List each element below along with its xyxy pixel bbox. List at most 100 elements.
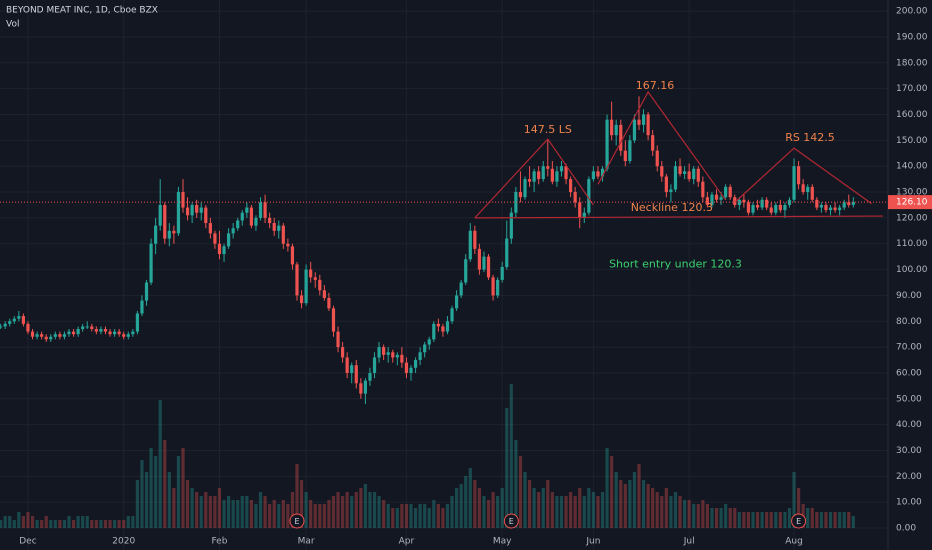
y-tick-label: 170.00 [896,84,928,94]
candle-body [377,347,381,358]
candle-body [35,334,39,337]
candle-body [195,204,199,213]
candle-body [828,207,833,211]
candle-body [587,179,591,213]
volume-bar [569,492,573,528]
volume-bar [455,488,459,528]
candle-body [295,264,299,296]
candle-body [742,199,746,203]
volume-bar [833,512,837,528]
volume-bar [655,492,659,528]
candle-body [477,248,481,270]
volume-bar [268,504,272,528]
volume-bar [496,496,500,528]
candle-body [386,352,390,355]
candle-body [423,344,427,353]
volume-bar [664,488,668,528]
candle-body [673,166,678,190]
candle-body [614,124,618,136]
candle-body [500,266,504,280]
candle-body [591,171,595,180]
y-tick-label: 190.00 [896,32,928,42]
volume-bar [819,512,823,528]
candle-body [144,282,149,301]
candle-body [797,166,801,185]
volume-bar [746,512,751,528]
volume-bar [163,440,167,528]
candle-body [651,135,655,151]
earnings-label: E [294,517,299,526]
candle-body [765,199,769,208]
candle-body [231,228,235,234]
candle-body [281,225,285,244]
candle-body [473,230,477,249]
candle-body [600,168,605,177]
candle-body [254,217,258,226]
candle-body [696,168,700,182]
candle-body [286,243,290,247]
volume-bar [828,512,833,528]
volume-bar [281,500,285,528]
y-tick-label: 60.00 [896,368,922,378]
volume-bar [619,480,623,528]
volume-bar [336,492,340,528]
volume-bar [58,520,62,528]
volume-bar [30,516,35,528]
y-tick-label: 120.00 [896,213,928,223]
candle-body [163,204,167,239]
volume-bar [167,472,171,528]
candle-body [268,217,272,224]
annotation: Neckline 120.3 [631,201,713,214]
volume-bar [541,488,545,528]
candle-body [468,230,472,260]
candle-body [318,279,322,291]
candle-body [190,204,194,216]
annotation: 147.5 LS [524,123,572,136]
price-tag [888,195,932,210]
candle-body [85,326,89,328]
volume-bar [646,484,650,528]
candle-body [149,243,153,283]
volume-bar [787,508,792,528]
x-tick-label: Feb [212,537,228,547]
volume-bar [299,480,304,528]
candle-body [810,186,814,200]
volume-bar [345,492,349,528]
candle-body [8,321,12,324]
candle-body [509,212,513,239]
volume-bar [637,464,641,528]
candle-body [751,204,755,213]
candle-body [455,295,459,309]
volume-bar [527,480,532,528]
candle-body [550,168,554,182]
candle-body [760,199,764,208]
volume-bar [751,512,755,528]
candle-body [660,166,664,177]
volume-bar [304,492,308,528]
candle-body [619,124,623,151]
volume-bar [354,492,358,528]
y-tick-label: 90.00 [896,291,922,301]
candle-body [623,150,627,162]
pattern-line [474,215,883,219]
volume-bar [742,512,746,528]
candle-body [354,365,358,384]
volume-bar [755,512,760,528]
candle-body [90,326,94,330]
candle-body [40,334,44,337]
candle-body [30,331,35,337]
volume-bar [600,492,605,528]
volume-bar [199,496,203,528]
drawings: 147.5 LS 167.16 RS 142.5 Neckline 120.3 Shor… [0,79,888,529]
candle-body [113,331,117,335]
candle-body [464,259,468,283]
candle-body [783,204,787,211]
volume-bar [368,492,372,528]
volume-bar [432,500,436,528]
volume-bar [12,520,16,528]
y-tick-label: 180.00 [896,58,928,68]
candle-body [227,233,231,247]
volume-bar [313,504,317,528]
candle-body [368,372,372,381]
candle-body [527,179,532,182]
